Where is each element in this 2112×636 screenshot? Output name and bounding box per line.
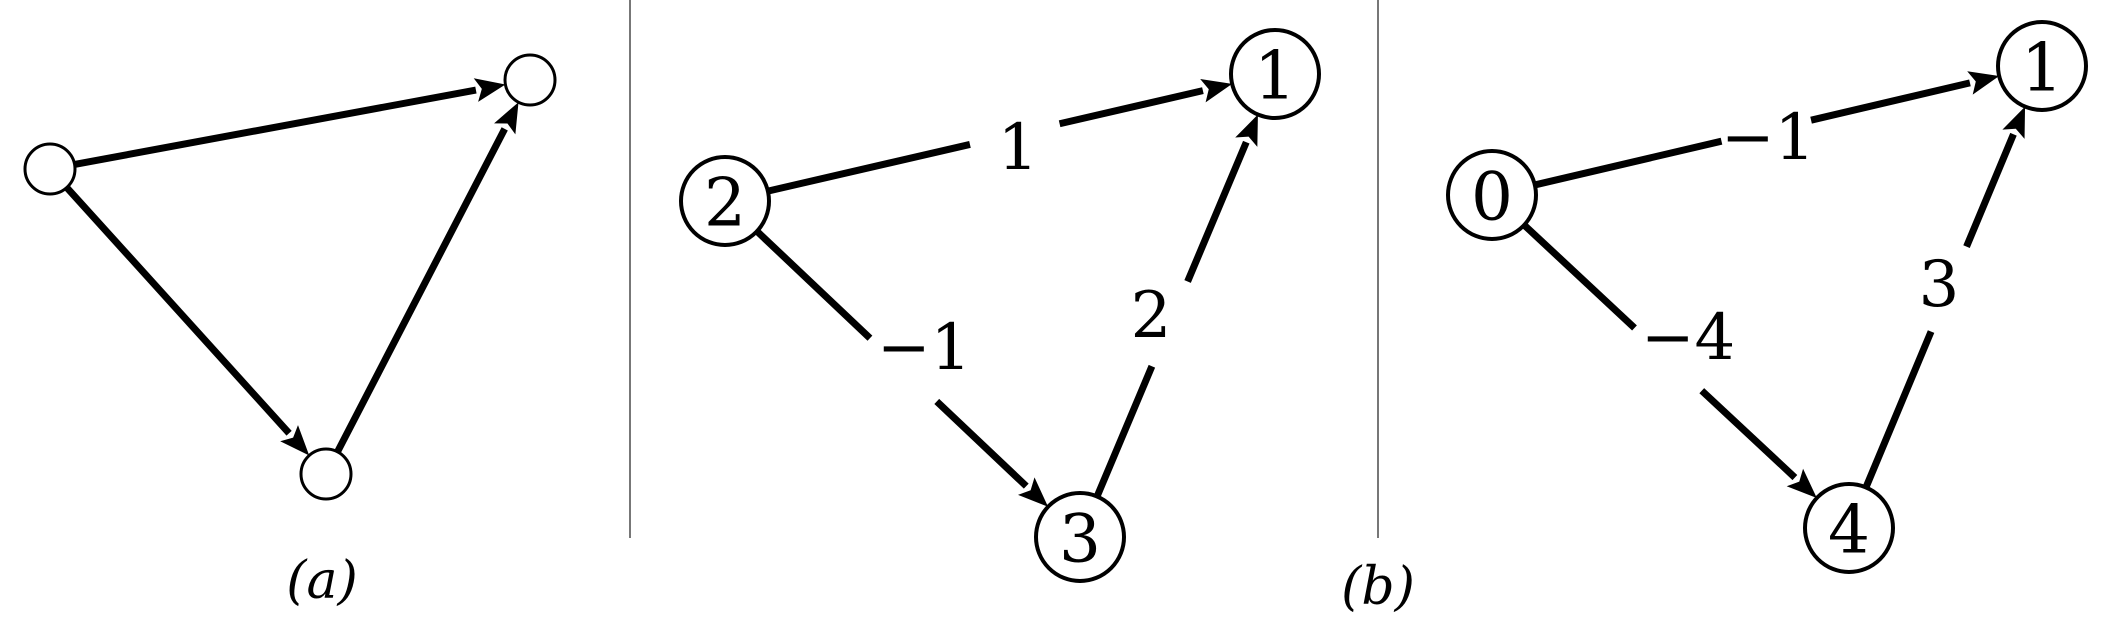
edge-weight-label: −1 (1721, 101, 1815, 175)
caption-a: (a) (286, 551, 358, 611)
arrowhead-icon (473, 78, 506, 102)
caption-b: (b) (1341, 557, 1415, 617)
graph-node: 2 (679, 155, 771, 247)
node-circle (1446, 149, 1538, 241)
edge-segment (1534, 137, 1723, 189)
arrowhead-icon (2002, 106, 2026, 139)
edge-B-to-TR (334, 102, 519, 454)
panel-b2: −1 −4 3 0 1 4 (1446, 20, 2088, 574)
node-circle (23, 142, 77, 196)
graph-node (23, 142, 77, 196)
edge-L-to-TR (73, 78, 506, 168)
edge-line (64, 185, 292, 436)
arrowhead-icon (1235, 114, 1258, 147)
node-label: 4 (1828, 492, 1870, 569)
arrowhead-icon (280, 425, 310, 456)
graph-node (503, 53, 557, 107)
graph-node: 0 (1446, 149, 1538, 241)
edge-segment (1184, 140, 1250, 283)
arrowhead-icon (1200, 78, 1233, 103)
panel-a (23, 53, 557, 501)
graph-node: 1 (1996, 20, 2088, 112)
node-circle (503, 53, 557, 107)
edge-weight-label: 1 (998, 111, 1039, 185)
node-label: 3 (1059, 501, 1101, 578)
edge-weight-label: −1 (877, 311, 971, 385)
edge-L-to-B: −1 (754, 228, 1049, 507)
graph-node (299, 447, 353, 501)
panel-b1: 1 −1 2 2 1 3 (679, 28, 1321, 583)
arrowhead-icon (494, 102, 519, 135)
arrowhead-icon (1786, 468, 1817, 498)
graph-node: 4 (1803, 482, 1895, 574)
edge-segment (1963, 132, 2017, 248)
node-circle (1229, 28, 1321, 120)
arrowhead-icon (1967, 71, 2000, 95)
edge-L-to-B (64, 185, 310, 456)
panel-dividers (629, 0, 1379, 538)
edge-L-to-B: −4 (1521, 222, 1817, 498)
node-label: 0 (1471, 159, 1513, 236)
edge-L-to-TR: 1 (767, 78, 1233, 195)
edge-weight-label: 3 (1919, 248, 1960, 322)
edge-segment (1862, 330, 1935, 489)
node-label: 2 (704, 165, 746, 242)
graph-node: 3 (1034, 491, 1126, 583)
node-circle (299, 447, 353, 501)
edge-segment (1521, 222, 1637, 331)
node-circle (679, 155, 771, 247)
graph-node: 1 (1229, 28, 1321, 120)
edge-segment (754, 228, 873, 341)
node-label: 1 (1254, 38, 1296, 115)
edge-segment (1058, 87, 1204, 128)
node-label: 1 (2021, 30, 2063, 107)
node-circle (1803, 482, 1895, 574)
edge-segment (767, 141, 971, 195)
caption-layer: (a) (b) (286, 551, 1415, 617)
edge-segment (934, 398, 1029, 489)
arrowhead-icon (1018, 477, 1049, 507)
edge-B-to-TR: 2 (1093, 114, 1258, 498)
node-circle (1034, 491, 1126, 583)
edge-weight-label: −4 (1641, 301, 1735, 375)
edge-segment (1810, 79, 1971, 124)
edge-L-to-TR: −1 (1534, 71, 2000, 189)
edge-line (73, 86, 477, 168)
edge-segment (1093, 364, 1156, 498)
graph-layer: 1 −1 2 2 1 3 −1 −4 3 0 1 4 (23, 20, 2088, 583)
edge-weight-label: 2 (1131, 279, 1172, 353)
edge-line (334, 127, 508, 454)
edge-segment (1699, 388, 1798, 481)
edge-B-to-TR: 3 (1862, 106, 2026, 489)
node-circle (1996, 20, 2088, 112)
